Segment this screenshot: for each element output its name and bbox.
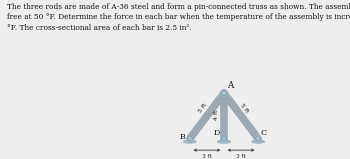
Text: 5 ft: 5 ft: [240, 103, 250, 114]
Ellipse shape: [252, 140, 264, 143]
Circle shape: [256, 136, 261, 141]
Ellipse shape: [184, 140, 196, 143]
Text: D: D: [214, 128, 220, 137]
Text: 3 ft: 3 ft: [202, 154, 212, 159]
Text: 4 ft: 4 ft: [214, 109, 219, 120]
Circle shape: [187, 136, 192, 141]
Text: C: C: [260, 128, 266, 137]
Ellipse shape: [218, 140, 230, 143]
Text: B: B: [180, 133, 186, 141]
Circle shape: [222, 136, 226, 141]
Text: 3 ft: 3 ft: [236, 154, 246, 159]
Text: 5 ft: 5 ft: [198, 103, 208, 114]
Text: The three rods are made of A-36 steel and form a pin-connected truss as shown. T: The three rods are made of A-36 steel an…: [7, 3, 350, 32]
Text: A: A: [227, 81, 233, 90]
Circle shape: [222, 90, 226, 96]
